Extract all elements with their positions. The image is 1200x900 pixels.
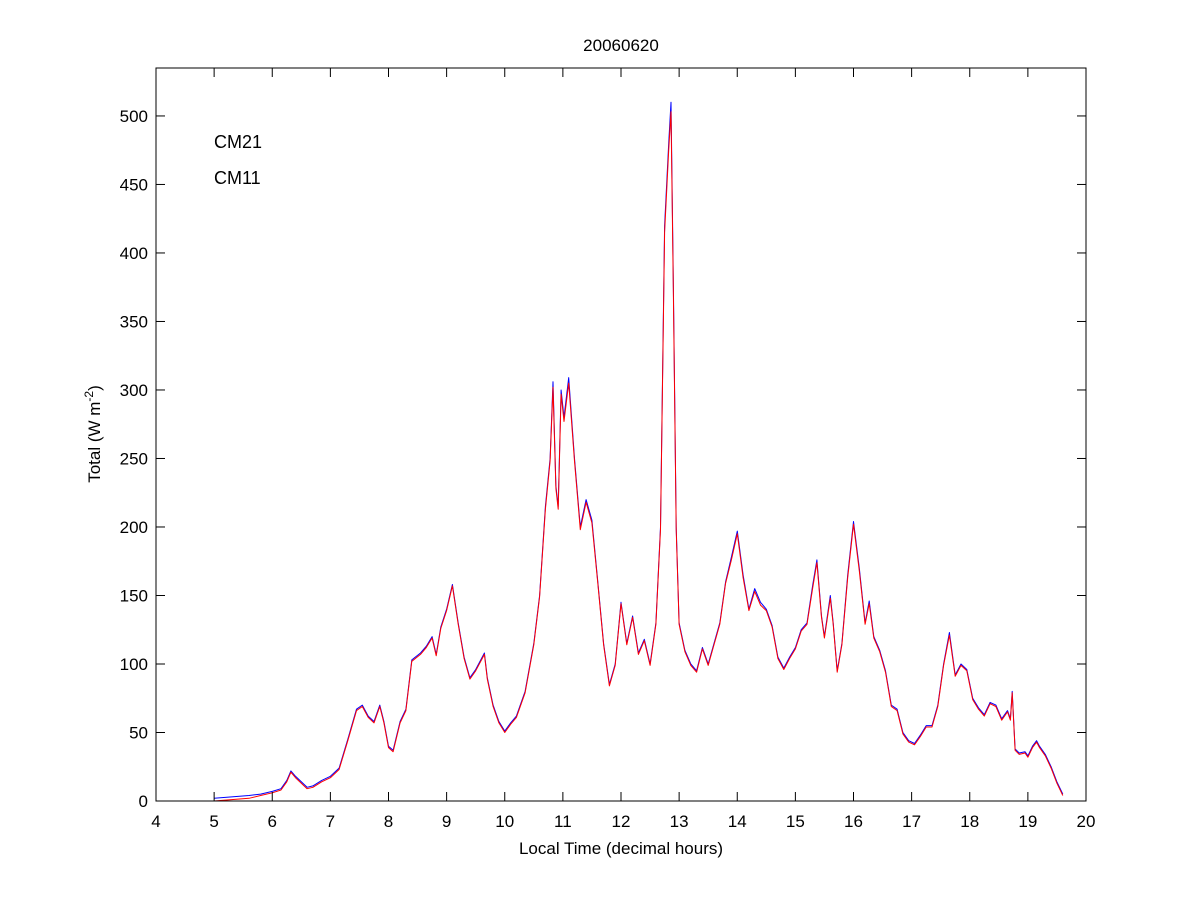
y-tick-label: 50 <box>129 723 148 742</box>
x-tick-label: 6 <box>268 812 277 831</box>
x-tick-label: 11 <box>554 812 572 831</box>
series-layer <box>214 101 1064 802</box>
x-tick-label: 13 <box>670 812 689 831</box>
x-tick-label: 5 <box>209 812 218 831</box>
x-tick-label: 20 <box>1077 812 1096 831</box>
y-tick-label: 250 <box>120 449 148 468</box>
y-tick-label: 400 <box>120 244 148 263</box>
x-tick-label: 7 <box>326 812 335 831</box>
axis-layer: 4 5 6 7 8 9 10 11 12 13 14 15 16 17 18 19 20050100150200… <box>120 68 1096 831</box>
series-line-cm11 <box>214 111 1064 802</box>
y-tick-label: 0 <box>139 792 148 811</box>
y-tick-label: 200 <box>120 518 148 537</box>
y-tick-label: 150 <box>120 586 148 605</box>
x-tick-label: 15 <box>786 812 805 831</box>
y-tick-label: 100 <box>120 655 148 674</box>
chart-title: 20060620 <box>583 36 659 55</box>
x-tick-label: 18 <box>960 812 979 831</box>
x-tick-label: 12 <box>612 812 631 831</box>
y-tick-label: 300 <box>120 381 148 400</box>
legend-entry-cm21: CM21 <box>214 132 262 152</box>
legend-entry-cm11: CM11 <box>214 168 261 188</box>
x-axis-label: Local Time (decimal hours) <box>519 839 723 858</box>
y-axis-label-main: Total (W m <box>85 402 104 483</box>
x-tick-label: 17 <box>902 812 921 831</box>
x-tick-label: 14 <box>728 812 747 831</box>
y-tick-label: 450 <box>120 175 148 194</box>
x-tick-label: 19 <box>1018 812 1037 831</box>
x-tick-label: 4 <box>151 812 160 831</box>
x-tick-label: 9 <box>442 812 451 831</box>
y-tick-label: 500 <box>120 107 148 126</box>
y-tick-label: 350 <box>120 312 148 331</box>
x-tick-label: 10 <box>495 812 514 831</box>
x-tick-label: 16 <box>844 812 863 831</box>
y-axis-label-superscript: -2 <box>82 391 96 402</box>
y-axis-label: Total (W m-2) <box>82 385 104 483</box>
x-tick-label: 8 <box>384 812 393 831</box>
y-axis-label-close: ) <box>85 385 104 391</box>
